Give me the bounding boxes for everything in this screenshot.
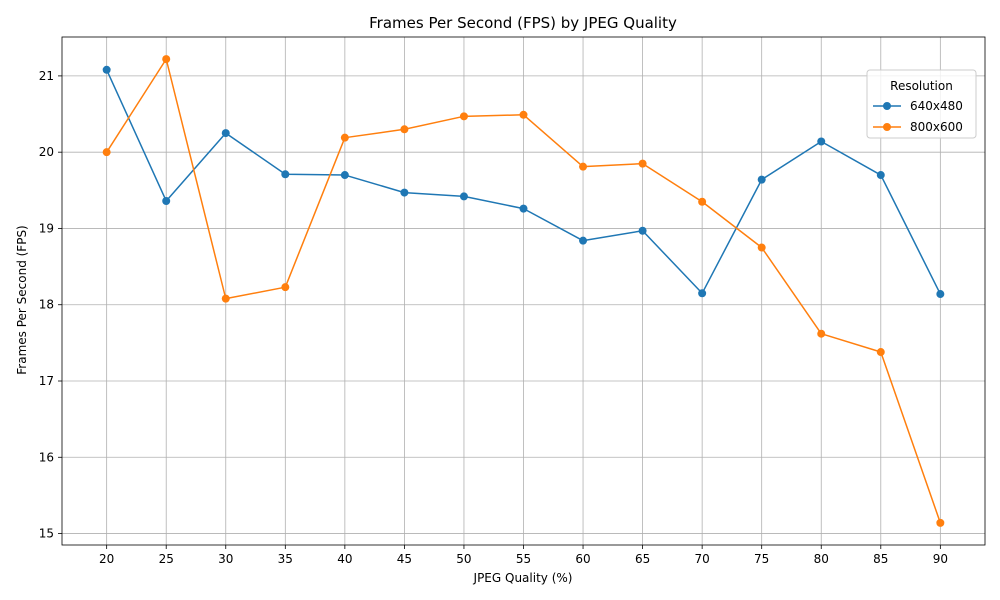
y-tick-label: 15 xyxy=(39,527,54,541)
data-point-800x600 xyxy=(519,110,528,119)
x-tick-label: 25 xyxy=(159,552,174,566)
data-point-800x600 xyxy=(340,133,349,142)
x-tick-label: 90 xyxy=(933,552,948,566)
x-tick-label: 40 xyxy=(337,552,352,566)
data-point-800x600 xyxy=(638,159,647,168)
legend-label: 640x480 xyxy=(910,99,963,113)
x-tick-label: 45 xyxy=(397,552,412,566)
data-point-640x480 xyxy=(817,137,826,146)
data-point-640x480 xyxy=(936,290,945,299)
x-tick-label: 75 xyxy=(754,552,769,566)
data-point-800x600 xyxy=(221,294,230,303)
data-point-800x600 xyxy=(102,148,111,157)
x-tick-label: 60 xyxy=(575,552,590,566)
legend-label: 800x600 xyxy=(910,120,963,134)
y-tick-label: 18 xyxy=(39,298,54,312)
data-point-640x480 xyxy=(221,129,230,138)
series-800x600 xyxy=(102,55,945,527)
data-point-640x480 xyxy=(340,171,349,180)
x-tick-label: 55 xyxy=(516,552,531,566)
y-tick-label: 20 xyxy=(39,145,54,159)
legend: Resolution 640x480 800x600 xyxy=(866,69,977,139)
x-axis-label: JPEG Quality (%) xyxy=(473,571,573,585)
grid-lines xyxy=(62,37,985,545)
data-point-800x600 xyxy=(936,518,945,527)
data-point-800x600 xyxy=(162,55,171,64)
data-point-800x600 xyxy=(698,197,707,206)
data-point-800x600 xyxy=(459,112,468,121)
y-tick-label: 19 xyxy=(39,221,54,235)
x-tick-label: 70 xyxy=(695,552,710,566)
y-axis-label: Frames Per Second (FPS) xyxy=(15,225,29,375)
series-lines xyxy=(102,55,945,527)
x-tick-label: 30 xyxy=(218,552,233,566)
x-tick-label: 80 xyxy=(814,552,829,566)
data-point-640x480 xyxy=(400,188,409,197)
y-tick-label: 16 xyxy=(39,450,54,464)
data-point-640x480 xyxy=(757,175,766,184)
x-tick-label: 50 xyxy=(456,552,471,566)
data-point-800x600 xyxy=(281,283,290,292)
data-point-800x600 xyxy=(757,243,766,252)
data-point-640x480 xyxy=(102,65,111,74)
legend-box xyxy=(866,69,977,139)
data-point-640x480 xyxy=(698,289,707,298)
legend-swatch-marker xyxy=(883,102,891,110)
legend-items: 640x480 800x600 xyxy=(873,99,963,134)
data-point-800x600 xyxy=(579,162,588,171)
x-tick-label: 20 xyxy=(99,552,114,566)
data-point-800x600 xyxy=(876,348,885,357)
legend-item-640x480: 640x480 xyxy=(873,99,963,113)
x-tick-label: 85 xyxy=(873,552,888,566)
legend-item-800x600: 800x600 xyxy=(873,120,963,134)
data-point-800x600 xyxy=(817,329,826,338)
axis-ticks: 20 25 30 35 40 45 50 55 60 65 70 75 80 85 90 15 16 17 18 19… xyxy=(39,69,948,566)
x-tick-label: 35 xyxy=(278,552,293,566)
series-640x480 xyxy=(102,65,945,299)
y-tick-label: 21 xyxy=(39,69,54,83)
chart-title: Frames Per Second (FPS) by JPEG Quality xyxy=(369,14,677,32)
data-point-640x480 xyxy=(638,226,647,235)
data-point-800x600 xyxy=(400,125,409,134)
data-point-640x480 xyxy=(162,196,171,205)
data-point-640x480 xyxy=(876,171,885,180)
x-tick-label: 65 xyxy=(635,552,650,566)
data-point-640x480 xyxy=(519,204,528,213)
legend-title: Resolution xyxy=(890,79,953,93)
data-point-640x480 xyxy=(579,236,588,245)
data-point-640x480 xyxy=(281,170,290,179)
legend-swatch-marker xyxy=(883,123,891,131)
data-point-640x480 xyxy=(459,192,468,201)
y-tick-label: 17 xyxy=(39,374,54,388)
